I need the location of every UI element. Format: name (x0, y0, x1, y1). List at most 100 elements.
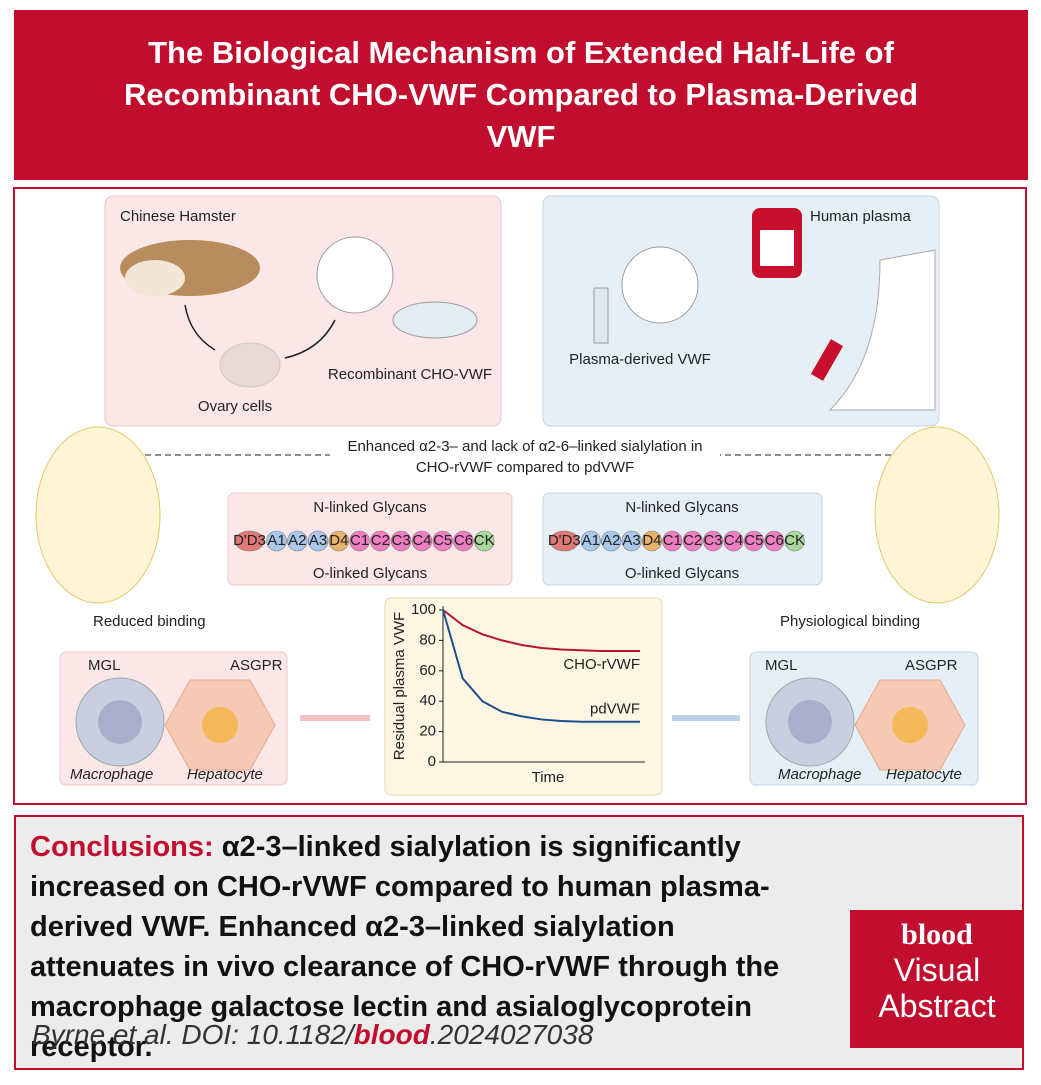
domain-label: A2 (288, 532, 306, 549)
conclusions-text: α2-3–linked sialylation is significantly… (30, 831, 780, 1063)
domain-label: C3 (392, 532, 411, 549)
domain (370, 530, 391, 552)
n-glycans-label: N-linked Glycans (313, 499, 426, 516)
domain (662, 530, 683, 552)
n-glycans-label: N-linked Glycans (625, 499, 738, 516)
y-tick-label: 80 (419, 631, 436, 648)
domain (743, 530, 764, 552)
domain (307, 530, 329, 552)
cell-label: Hepatocyte (886, 766, 962, 783)
domain (390, 530, 412, 552)
series-line (442, 609, 640, 653)
domain-label: A1 (582, 532, 600, 549)
domain-label: D'D3 (548, 532, 581, 549)
binding-label: Physiological binding (780, 613, 920, 630)
domain (703, 530, 724, 552)
domain (411, 530, 433, 552)
y-axis-label: Residual plasma VWF (391, 612, 408, 760)
arm (828, 249, 936, 411)
logo: blood Visual Abstract (850, 910, 1024, 1048)
nucleus (98, 700, 142, 744)
y-tick-label: 100 (411, 601, 436, 618)
receptor-label: MGL (88, 657, 121, 674)
y-tick-label: 20 (419, 723, 436, 740)
x-axis-label: Time (532, 769, 565, 786)
y-tick-label: 60 (419, 662, 436, 679)
ovary-cells (219, 342, 281, 388)
domain (432, 530, 453, 552)
source-label: Human plasma (810, 208, 912, 225)
cell-zoom (316, 236, 394, 314)
domain (764, 530, 785, 552)
series-label: pdVWF (590, 701, 640, 718)
domain-label: D4 (329, 532, 348, 549)
domain-label: A1 (267, 532, 285, 549)
domain (580, 530, 601, 552)
domain-label: C6 (765, 532, 784, 549)
domain-label: C4 (724, 532, 743, 549)
domain (641, 530, 662, 552)
comparison-note: Enhanced α2-3– and lack of α2-6–linked s… (330, 436, 720, 478)
blood-tube (810, 339, 844, 381)
domain-label: C2 (683, 532, 702, 549)
domain-label: C3 (703, 532, 722, 549)
receptor-label: ASGPR (230, 657, 283, 674)
nucleus (892, 707, 928, 743)
product-line: Recombinant CHO-VWF (328, 366, 492, 383)
series-label: CHO-rVWF (563, 656, 640, 673)
cells-label: Ovary cells (198, 398, 272, 415)
nucleus (788, 700, 832, 744)
plasma-zoom (621, 246, 699, 324)
cell-label: Hepatocyte (187, 766, 263, 783)
domain (621, 530, 642, 552)
test-tube (593, 287, 609, 344)
domain-label: A2 (602, 532, 620, 549)
domain-label: C5 (744, 532, 763, 549)
domain (266, 530, 287, 552)
domain-label: C1 (663, 532, 682, 549)
product-label: Recombinant CHO-VWF (328, 366, 492, 383)
domain (287, 530, 308, 552)
citation-journal: blood (353, 1019, 430, 1050)
citation-prefix: Byrne et al. DOI: 10.1182/ (32, 1019, 354, 1050)
domain (474, 530, 495, 552)
logo-line: Abstract (878, 988, 996, 1024)
hamster-belly (125, 260, 185, 296)
conclusions-label: Conclusions: (30, 831, 214, 863)
domain-label: C1 (350, 532, 369, 549)
domain-label: A3 (622, 532, 640, 549)
domain (601, 530, 622, 552)
protein-panel (227, 492, 513, 586)
cell-label: Macrophage (70, 766, 153, 783)
bag-label (760, 230, 794, 266)
receptor-label: ASGPR (905, 657, 958, 674)
domain (453, 530, 474, 552)
citation-suffix: .2024027038 (429, 1019, 594, 1050)
series-line (442, 609, 640, 723)
domain-label: CK (474, 532, 495, 549)
domain-label: C5 (433, 532, 452, 549)
logo-line: Visual (893, 952, 981, 988)
domain-label: D4 (642, 532, 661, 549)
y-tick-label: 0 (428, 753, 436, 770)
domain (328, 530, 350, 552)
domain-label: C6 (454, 532, 473, 549)
domain (549, 530, 579, 552)
cell-label: Macrophage (778, 766, 861, 783)
petri-dish (392, 301, 478, 339)
binding-label: Reduced binding (93, 613, 206, 630)
conclusions-panel: Conclusions: α2-3–linked sialylation is … (14, 815, 1024, 1070)
logo-journal: blood (901, 918, 973, 951)
domain (682, 530, 703, 552)
domain (234, 530, 265, 552)
domain-label: D'D3 (233, 532, 266, 549)
o-glycans-label: O-linked Glycans (313, 565, 427, 582)
arrow (184, 304, 216, 351)
domain (349, 530, 370, 552)
glycan-ellipse (874, 426, 1000, 604)
receptor-label: MGL (765, 657, 798, 674)
domain-label: CK (784, 532, 805, 549)
product-label: Plasma-derived VWF (569, 351, 711, 368)
